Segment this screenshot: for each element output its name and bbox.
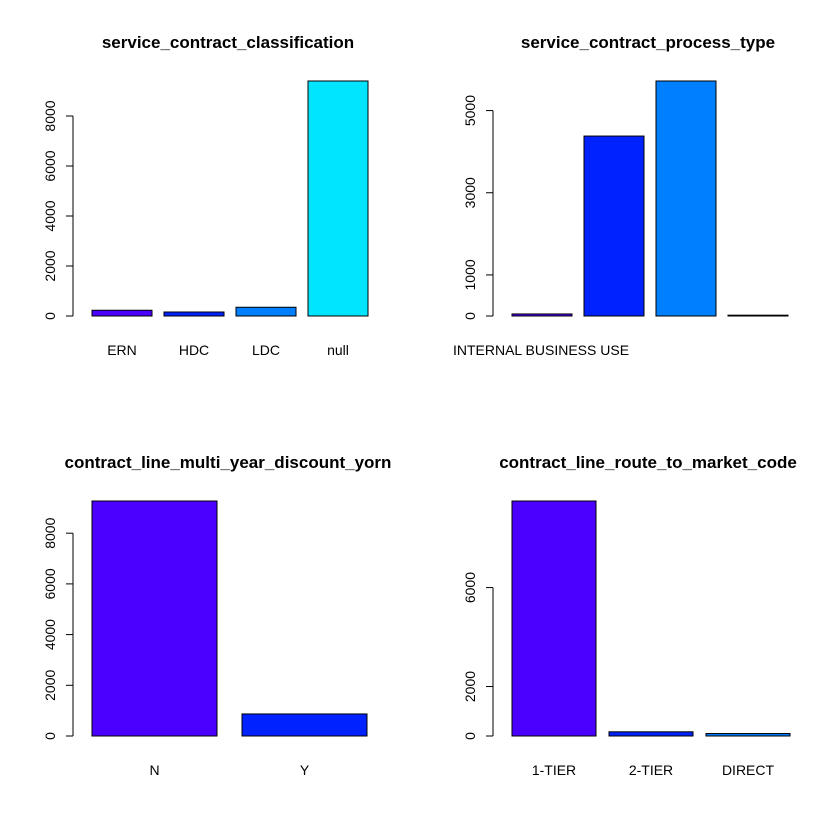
y-tick-label: 0 — [462, 732, 478, 740]
chart-title: contract_line_route_to_market_code — [499, 453, 797, 472]
y-tick-label: 0 — [42, 312, 58, 320]
category-label: ERN — [107, 342, 137, 358]
chart-title: contract_line_multi_year_discount_yorn — [65, 453, 392, 472]
bar-direct — [705, 733, 791, 737]
category-label: 1-TIER — [532, 762, 576, 778]
panel-service-contract-classification: service_contract_classification ERN HDC LD… — [42, 33, 369, 358]
y-tick-label: 2000 — [42, 250, 58, 281]
chart-title: service_contract_classification — [102, 33, 354, 52]
y-tick-label: 6000 — [42, 150, 58, 181]
y-tick-label: 0 — [42, 732, 58, 740]
y-tick-label: 5000 — [462, 95, 478, 126]
category-label: INTERNAL BUSINESS USE — [453, 342, 629, 358]
category-label: HDC — [179, 342, 209, 358]
category-label: LDC — [252, 342, 280, 358]
category-label: DIRECT — [722, 762, 775, 778]
y-tick-label: 6000 — [462, 572, 478, 603]
category-label: 2-TIER — [629, 762, 673, 778]
bar-1-tier — [511, 500, 597, 737]
bar-ern — [91, 309, 153, 317]
y-tick-label: 4000 — [42, 200, 58, 231]
bar-null — [307, 80, 369, 317]
y-tick-label: 4000 — [42, 619, 58, 650]
bar-internal-business-use — [511, 313, 573, 317]
bar-ldc — [235, 306, 297, 317]
bar-hdc — [163, 311, 225, 317]
y-tick-label: 0 — [462, 312, 478, 320]
y-tick-label: 8000 — [42, 100, 58, 131]
category-label: Y — [300, 762, 310, 778]
y-tick-label: 6000 — [42, 568, 58, 599]
panel-multi-year-discount-yorn: contract_line_multi_year_discount_yorn N… — [42, 453, 391, 778]
y-tick-label: 2000 — [462, 671, 478, 702]
y-tick-label: 8000 — [42, 517, 58, 548]
bar-category-2 — [583, 135, 645, 317]
category-label: null — [327, 342, 349, 358]
category-label: N — [149, 762, 159, 778]
panel-route-to-market-code: contract_line_route_to_market_code 1-TIE… — [462, 453, 797, 778]
chart-title: service_contract_process_type — [521, 33, 775, 52]
y-tick-label: 3000 — [462, 177, 478, 208]
bar-category-4 — [727, 314, 789, 317]
bar-y — [241, 713, 368, 737]
bar-category-3 — [655, 80, 717, 317]
bar-n — [91, 500, 218, 737]
panel-service-contract-process-type: service_contract_process_type INTERNAL B… — [453, 33, 789, 358]
y-tick-label: 1000 — [462, 259, 478, 290]
bar-2-tier — [608, 731, 694, 737]
y-tick-label: 2000 — [42, 670, 58, 701]
